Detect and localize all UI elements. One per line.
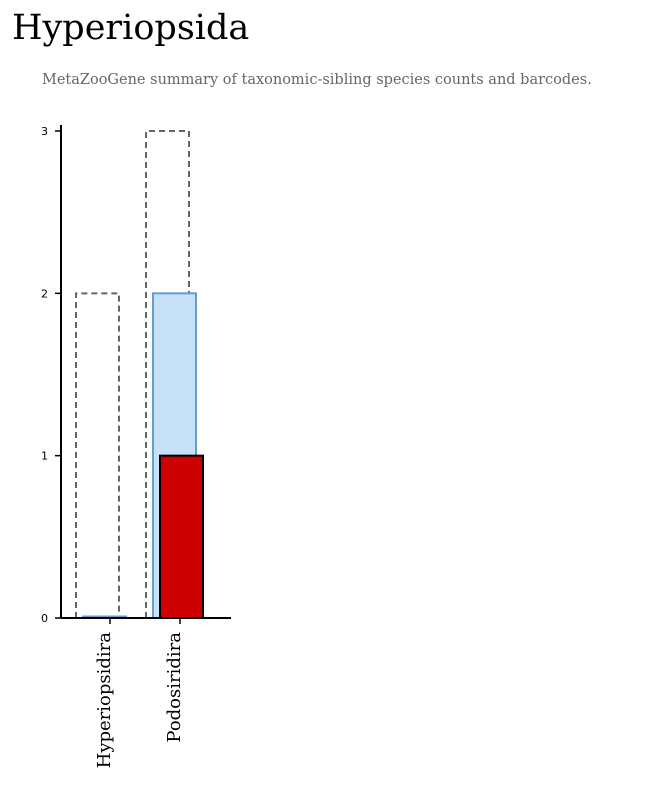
red-bar-1 <box>159 454 204 619</box>
category-label: Podosiridira <box>164 632 185 743</box>
page-title: Hyperiopsida <box>12 8 250 48</box>
y-tick-label: 3 <box>41 125 48 138</box>
y-tick-label: 2 <box>41 287 48 300</box>
outline-bar-0 <box>75 292 120 618</box>
page-subtitle: MetaZooGene summary of taxonomic-sibling… <box>42 72 592 88</box>
y-tick-label: 0 <box>41 612 48 625</box>
y-tick-label: 1 <box>41 450 48 463</box>
category-label: Hyperiopsidira <box>94 632 115 769</box>
